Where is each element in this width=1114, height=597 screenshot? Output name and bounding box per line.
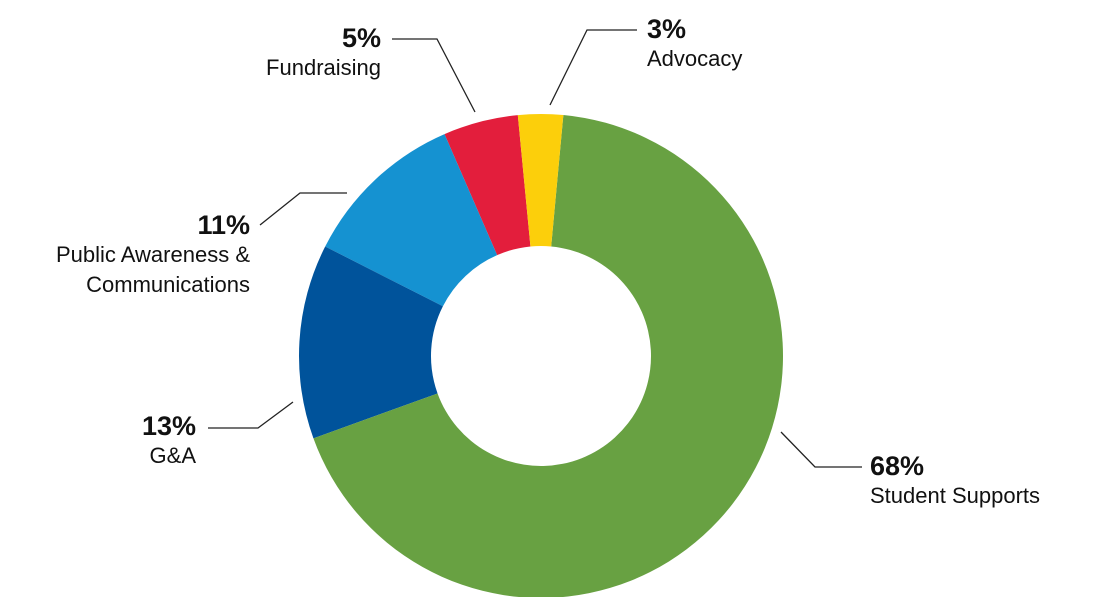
category-label: Public Awareness & Communications <box>55 242 250 297</box>
value-label: 13% <box>141 411 196 441</box>
leader-line <box>549 29 637 106</box>
leader-line <box>259 192 347 226</box>
leader-line <box>392 38 476 113</box>
donut-slice <box>444 115 531 256</box>
value-label: 3% <box>647 14 687 44</box>
leader-line <box>780 431 862 468</box>
donut-slice <box>313 115 783 597</box>
leader-line <box>208 401 294 429</box>
donut-slice <box>299 246 443 439</box>
donut-slice <box>325 134 498 307</box>
value-label: 5% <box>341 23 381 53</box>
slice-label: 3% Advocacy <box>647 14 847 74</box>
value-label: 11% <box>197 210 250 240</box>
donut-slice <box>517 113 564 247</box>
slice-label: 13% G&A <box>76 411 196 471</box>
category-label: G&A <box>149 443 196 468</box>
category-label: Fundraising <box>266 55 381 80</box>
value-label: 68% <box>870 451 925 481</box>
category-label: Advocacy <box>647 46 743 71</box>
slice-label: 11% Public Awareness & Communications <box>20 210 250 300</box>
slice-label: 68% Student Supports <box>870 451 1110 511</box>
slice-label: 5% Fundraising <box>221 23 381 83</box>
category-label: Student Supports <box>870 483 1041 508</box>
